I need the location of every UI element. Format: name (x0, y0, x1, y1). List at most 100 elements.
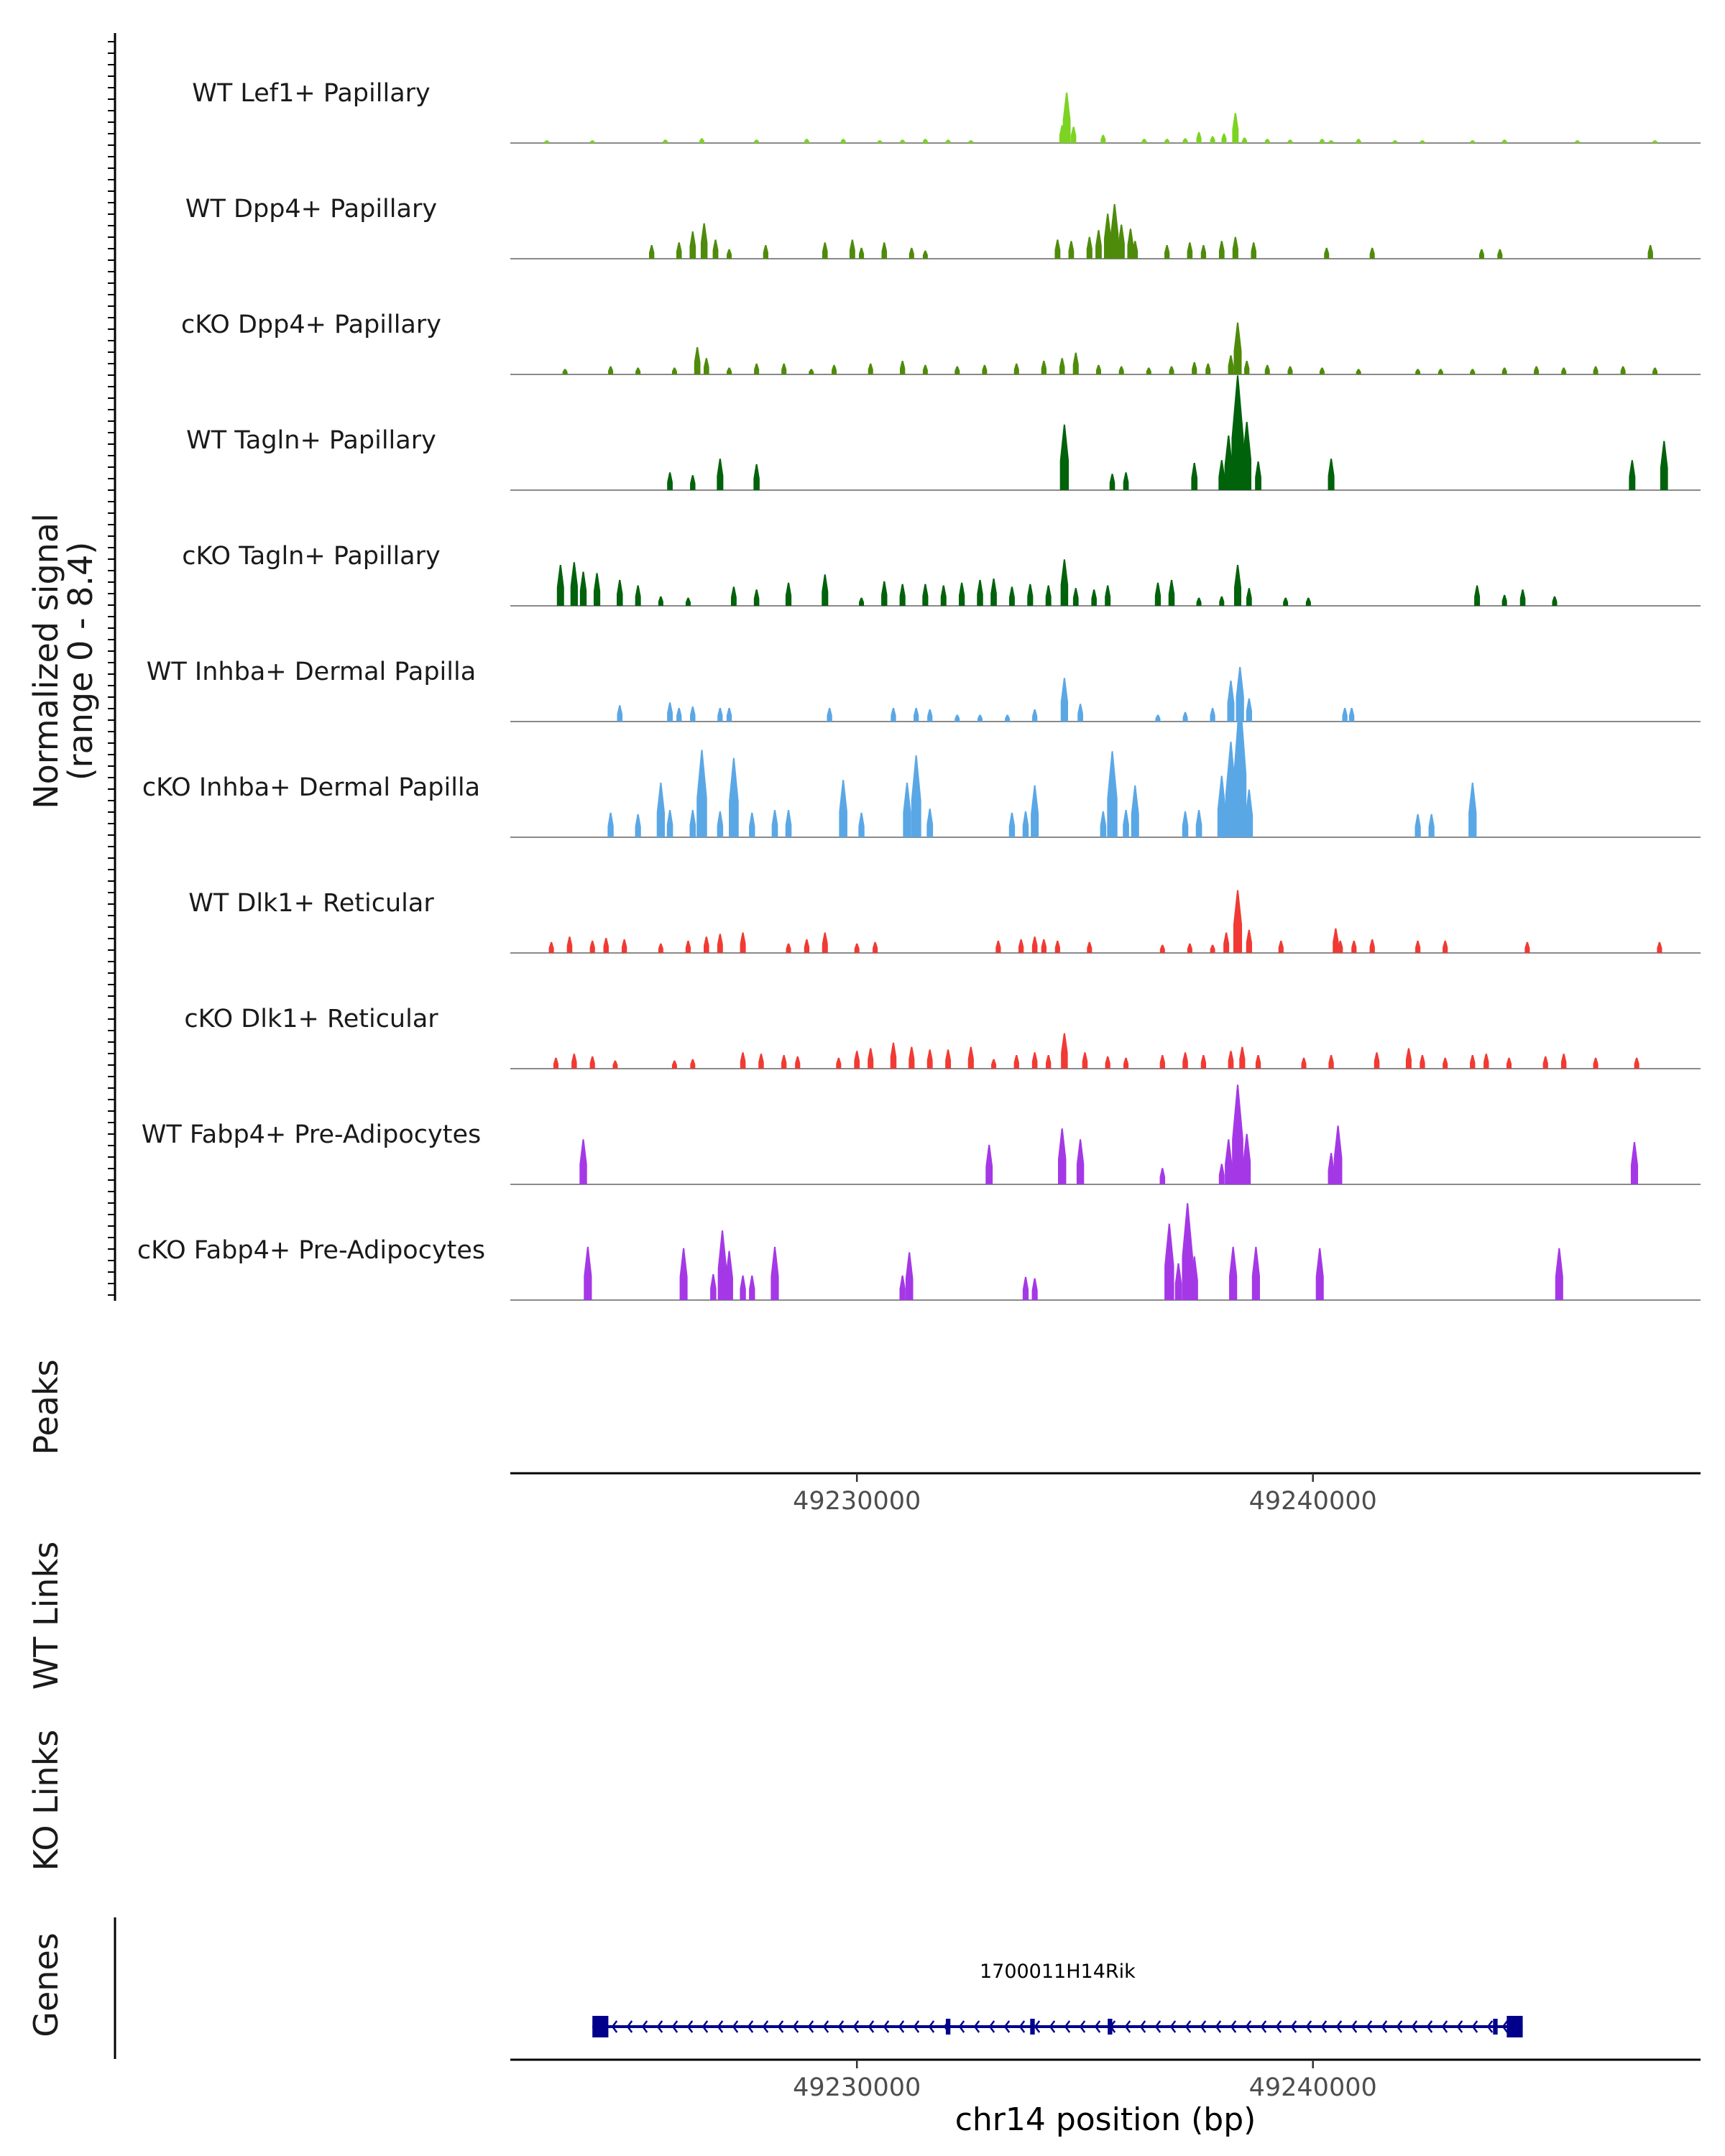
coverage-peak (1438, 369, 1443, 374)
strand-arrow (1320, 2020, 1328, 2033)
coverage-peak (899, 584, 906, 606)
strand-arrow (973, 2020, 980, 2033)
strand-arrow (1366, 2020, 1373, 2033)
coverage-peak (579, 571, 587, 606)
strand-arrow (1275, 2020, 1282, 2033)
coverage-peak (1169, 366, 1174, 374)
coverage-peak (891, 708, 896, 722)
coverage-peak (589, 140, 595, 143)
coverage-peak (1333, 928, 1339, 953)
coverage-peak (758, 1054, 764, 1069)
coverage-peak (859, 247, 865, 259)
coverage-peak (1333, 1125, 1343, 1184)
coverage-peak (1008, 812, 1016, 837)
coverage-peak (985, 1144, 993, 1184)
coverage-peak (754, 363, 760, 374)
strand-arrow (1396, 2020, 1403, 2033)
coverage-peak (991, 1059, 997, 1069)
coverage-peak (1041, 939, 1047, 953)
coverage-peak (945, 1049, 952, 1069)
gene-exon (1506, 2016, 1523, 2037)
strand-arrow (1501, 2020, 1509, 2033)
coverage-peak (1236, 667, 1244, 722)
track-label: WT Lef1+ Papillary (192, 79, 431, 108)
coverage-peak (804, 139, 809, 143)
strand-arrow (1200, 2020, 1207, 2033)
coverage-peak (954, 366, 960, 374)
coverage-peak (1018, 939, 1024, 953)
strand-arrow (1034, 2020, 1041, 2033)
coverage-peak (712, 239, 719, 259)
coverage-peak (1620, 366, 1626, 374)
coverage-peak (1200, 245, 1207, 259)
coverage-peak (1218, 460, 1225, 490)
strand-arrow (1471, 2020, 1478, 2033)
coverage-peak (1647, 245, 1653, 259)
coverage-peak (1164, 245, 1170, 259)
coverage-peak (781, 1055, 787, 1069)
coverage-peak (1392, 140, 1398, 143)
coverage-peak (1219, 596, 1225, 606)
coverage-peak (1255, 1055, 1261, 1069)
coverage-peak (1244, 361, 1250, 374)
coverage-peak (556, 565, 564, 606)
track-cko-dpp4-papillary: cKO Dpp4+ Papillary (181, 310, 1701, 375)
coverage-peak (1027, 584, 1034, 606)
coverage-peak (1246, 698, 1252, 722)
coverage-peak (1414, 814, 1421, 837)
gene-exon (1108, 2019, 1113, 2035)
gene-exon (592, 2016, 609, 2037)
coverage-peak (603, 938, 609, 953)
coverage-peak (1470, 140, 1476, 143)
coverage-peak (1575, 140, 1581, 143)
coverage-peak (1195, 810, 1202, 837)
coverage-peak (1478, 249, 1484, 259)
strand-arrow (671, 2020, 678, 2033)
coverage-peak (753, 589, 760, 606)
coverage-peak (690, 706, 696, 722)
strand-arrow (837, 2020, 845, 2033)
strand-arrow (1049, 2020, 1056, 2033)
coverage-peak (1031, 785, 1039, 837)
coverage-peak (671, 367, 677, 374)
coverage-peak (873, 941, 878, 953)
coverage-peak (1154, 582, 1162, 606)
strand-arrow (702, 2020, 709, 2033)
coverage-peak (1190, 1256, 1198, 1300)
gene-exon (945, 2019, 951, 2035)
coverage-peak (635, 814, 641, 837)
coverage-peak (717, 811, 724, 837)
coverage-peak (1182, 811, 1189, 837)
coverage-peak (1223, 932, 1230, 953)
coverage-peak (717, 708, 723, 722)
coverage-peak (700, 223, 708, 259)
peaks-panel-label: Peaks (27, 1359, 65, 1455)
coverage-peak (890, 1042, 897, 1069)
coverage-peak (1315, 1248, 1324, 1300)
coverage-peak (740, 1275, 746, 1300)
coverage-peak (831, 364, 837, 374)
strand-arrow (1245, 2020, 1252, 2033)
coverage-peak (571, 1054, 577, 1069)
coverage-peak (704, 936, 709, 953)
coverage-peak (1022, 1276, 1029, 1300)
track-wt-fabp4-pre-adipocytes: WT Fabp4+ Pre-Adipocytes (142, 1084, 1701, 1185)
coverage-peak (1228, 355, 1234, 374)
coverage-peak (1061, 1033, 1068, 1069)
coverage-peak (1009, 586, 1015, 606)
coverage-peak (899, 1275, 906, 1300)
coverage-peak (809, 369, 814, 374)
strand-arrow (1486, 2020, 1494, 2033)
coverage-peak (1182, 1203, 1193, 1300)
coverage-peak (1174, 1263, 1182, 1300)
strand-arrow (958, 2020, 965, 2033)
coverage-peak (1123, 472, 1129, 490)
strand-arrow (1169, 2020, 1177, 2033)
coverage-peak (1218, 241, 1225, 259)
coverage-peak (1542, 1056, 1548, 1069)
coverage-peak (676, 242, 682, 259)
strand-arrow (1426, 2020, 1433, 2033)
strand-arrow (868, 2020, 875, 2033)
x-axis-title: chr14 position (bp) (955, 2101, 1256, 2138)
coverage-peak (1283, 597, 1289, 606)
